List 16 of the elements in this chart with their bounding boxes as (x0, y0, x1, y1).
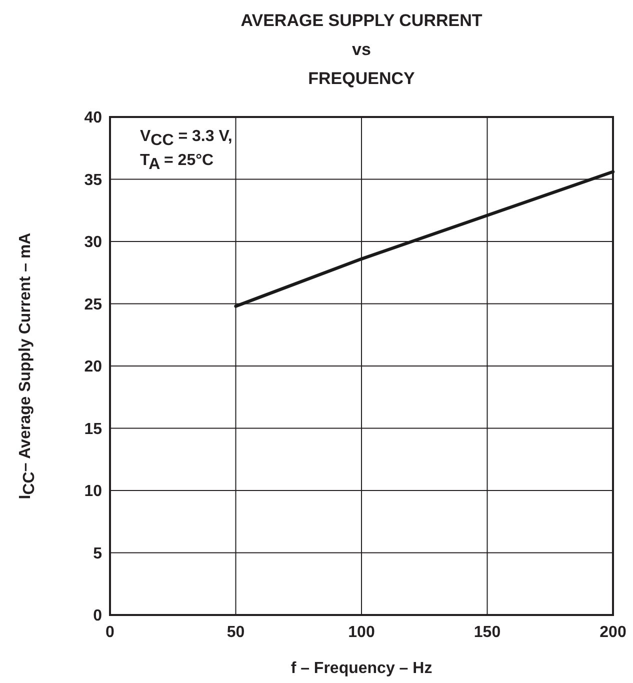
x-tick-label: 50 (226, 624, 245, 641)
y-tick-label: 35 (84, 172, 102, 189)
x-axis-title: f – Frequency – Hz (290, 660, 432, 677)
y-tick-label: 25 (84, 296, 102, 314)
y-tick-label: 10 (84, 483, 102, 500)
y-tick-label: 30 (84, 234, 102, 252)
y-tick-label: 5 (93, 545, 102, 562)
y-tick-label: 40 (84, 110, 102, 127)
x-tick-label: 100 (348, 624, 375, 641)
x-tick-label: 150 (474, 624, 501, 641)
x-tick-label: 0 (106, 624, 115, 641)
x-tick-label: 200 (600, 624, 626, 641)
y-tick-label: 15 (84, 420, 102, 438)
y-tick-label: 20 (84, 358, 102, 376)
chart-title: AVERAGE SUPPLY CURRENT vs FREQUENCY (240, 11, 483, 88)
y-tick-label: 0 (93, 608, 102, 625)
